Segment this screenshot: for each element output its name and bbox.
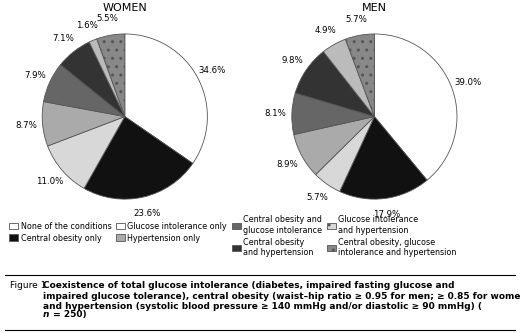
Text: 5.7%: 5.7% <box>306 193 328 202</box>
Text: 8.9%: 8.9% <box>277 160 298 168</box>
Wedge shape <box>84 117 193 199</box>
Wedge shape <box>340 117 427 199</box>
Wedge shape <box>345 34 374 117</box>
Text: 7.9%: 7.9% <box>24 71 46 80</box>
Text: 39.0%: 39.0% <box>454 79 482 88</box>
Text: 23.6%: 23.6% <box>133 209 161 218</box>
Text: Coexistence of total glucose intolerance (diabetes, impaired fasting glucose and: Coexistence of total glucose intolerance… <box>43 281 520 311</box>
Text: 7.1%: 7.1% <box>53 34 74 43</box>
Wedge shape <box>97 34 125 117</box>
Text: 17.9%: 17.9% <box>373 210 401 219</box>
Text: 8.7%: 8.7% <box>15 121 37 130</box>
Text: 11.0%: 11.0% <box>36 176 63 185</box>
Wedge shape <box>294 117 374 174</box>
Wedge shape <box>89 39 125 117</box>
Title: MEN: MEN <box>362 3 387 13</box>
Text: = 250): = 250) <box>50 310 87 319</box>
Title: WOMEN: WOMEN <box>102 3 147 13</box>
Text: 8.1%: 8.1% <box>265 109 287 118</box>
Text: 9.8%: 9.8% <box>281 56 303 65</box>
Wedge shape <box>316 117 374 191</box>
Wedge shape <box>60 42 125 117</box>
Text: 4.9%: 4.9% <box>315 26 337 35</box>
Wedge shape <box>323 39 374 117</box>
Text: 1.6%: 1.6% <box>75 21 98 30</box>
Text: n: n <box>43 310 49 319</box>
Wedge shape <box>42 102 125 146</box>
Legend: None of the conditions, Central obesity only, Glucose intolerance only, Hyperten: None of the conditions, Central obesity … <box>9 215 457 257</box>
Text: 5.7%: 5.7% <box>346 15 368 24</box>
Wedge shape <box>295 52 374 117</box>
Text: 34.6%: 34.6% <box>199 66 226 75</box>
Wedge shape <box>374 34 457 180</box>
Wedge shape <box>125 34 207 164</box>
Text: Figure 1: Figure 1 <box>10 281 49 290</box>
Text: 5.5%: 5.5% <box>97 14 119 23</box>
Wedge shape <box>292 93 374 135</box>
Wedge shape <box>44 65 125 117</box>
Wedge shape <box>48 117 125 188</box>
